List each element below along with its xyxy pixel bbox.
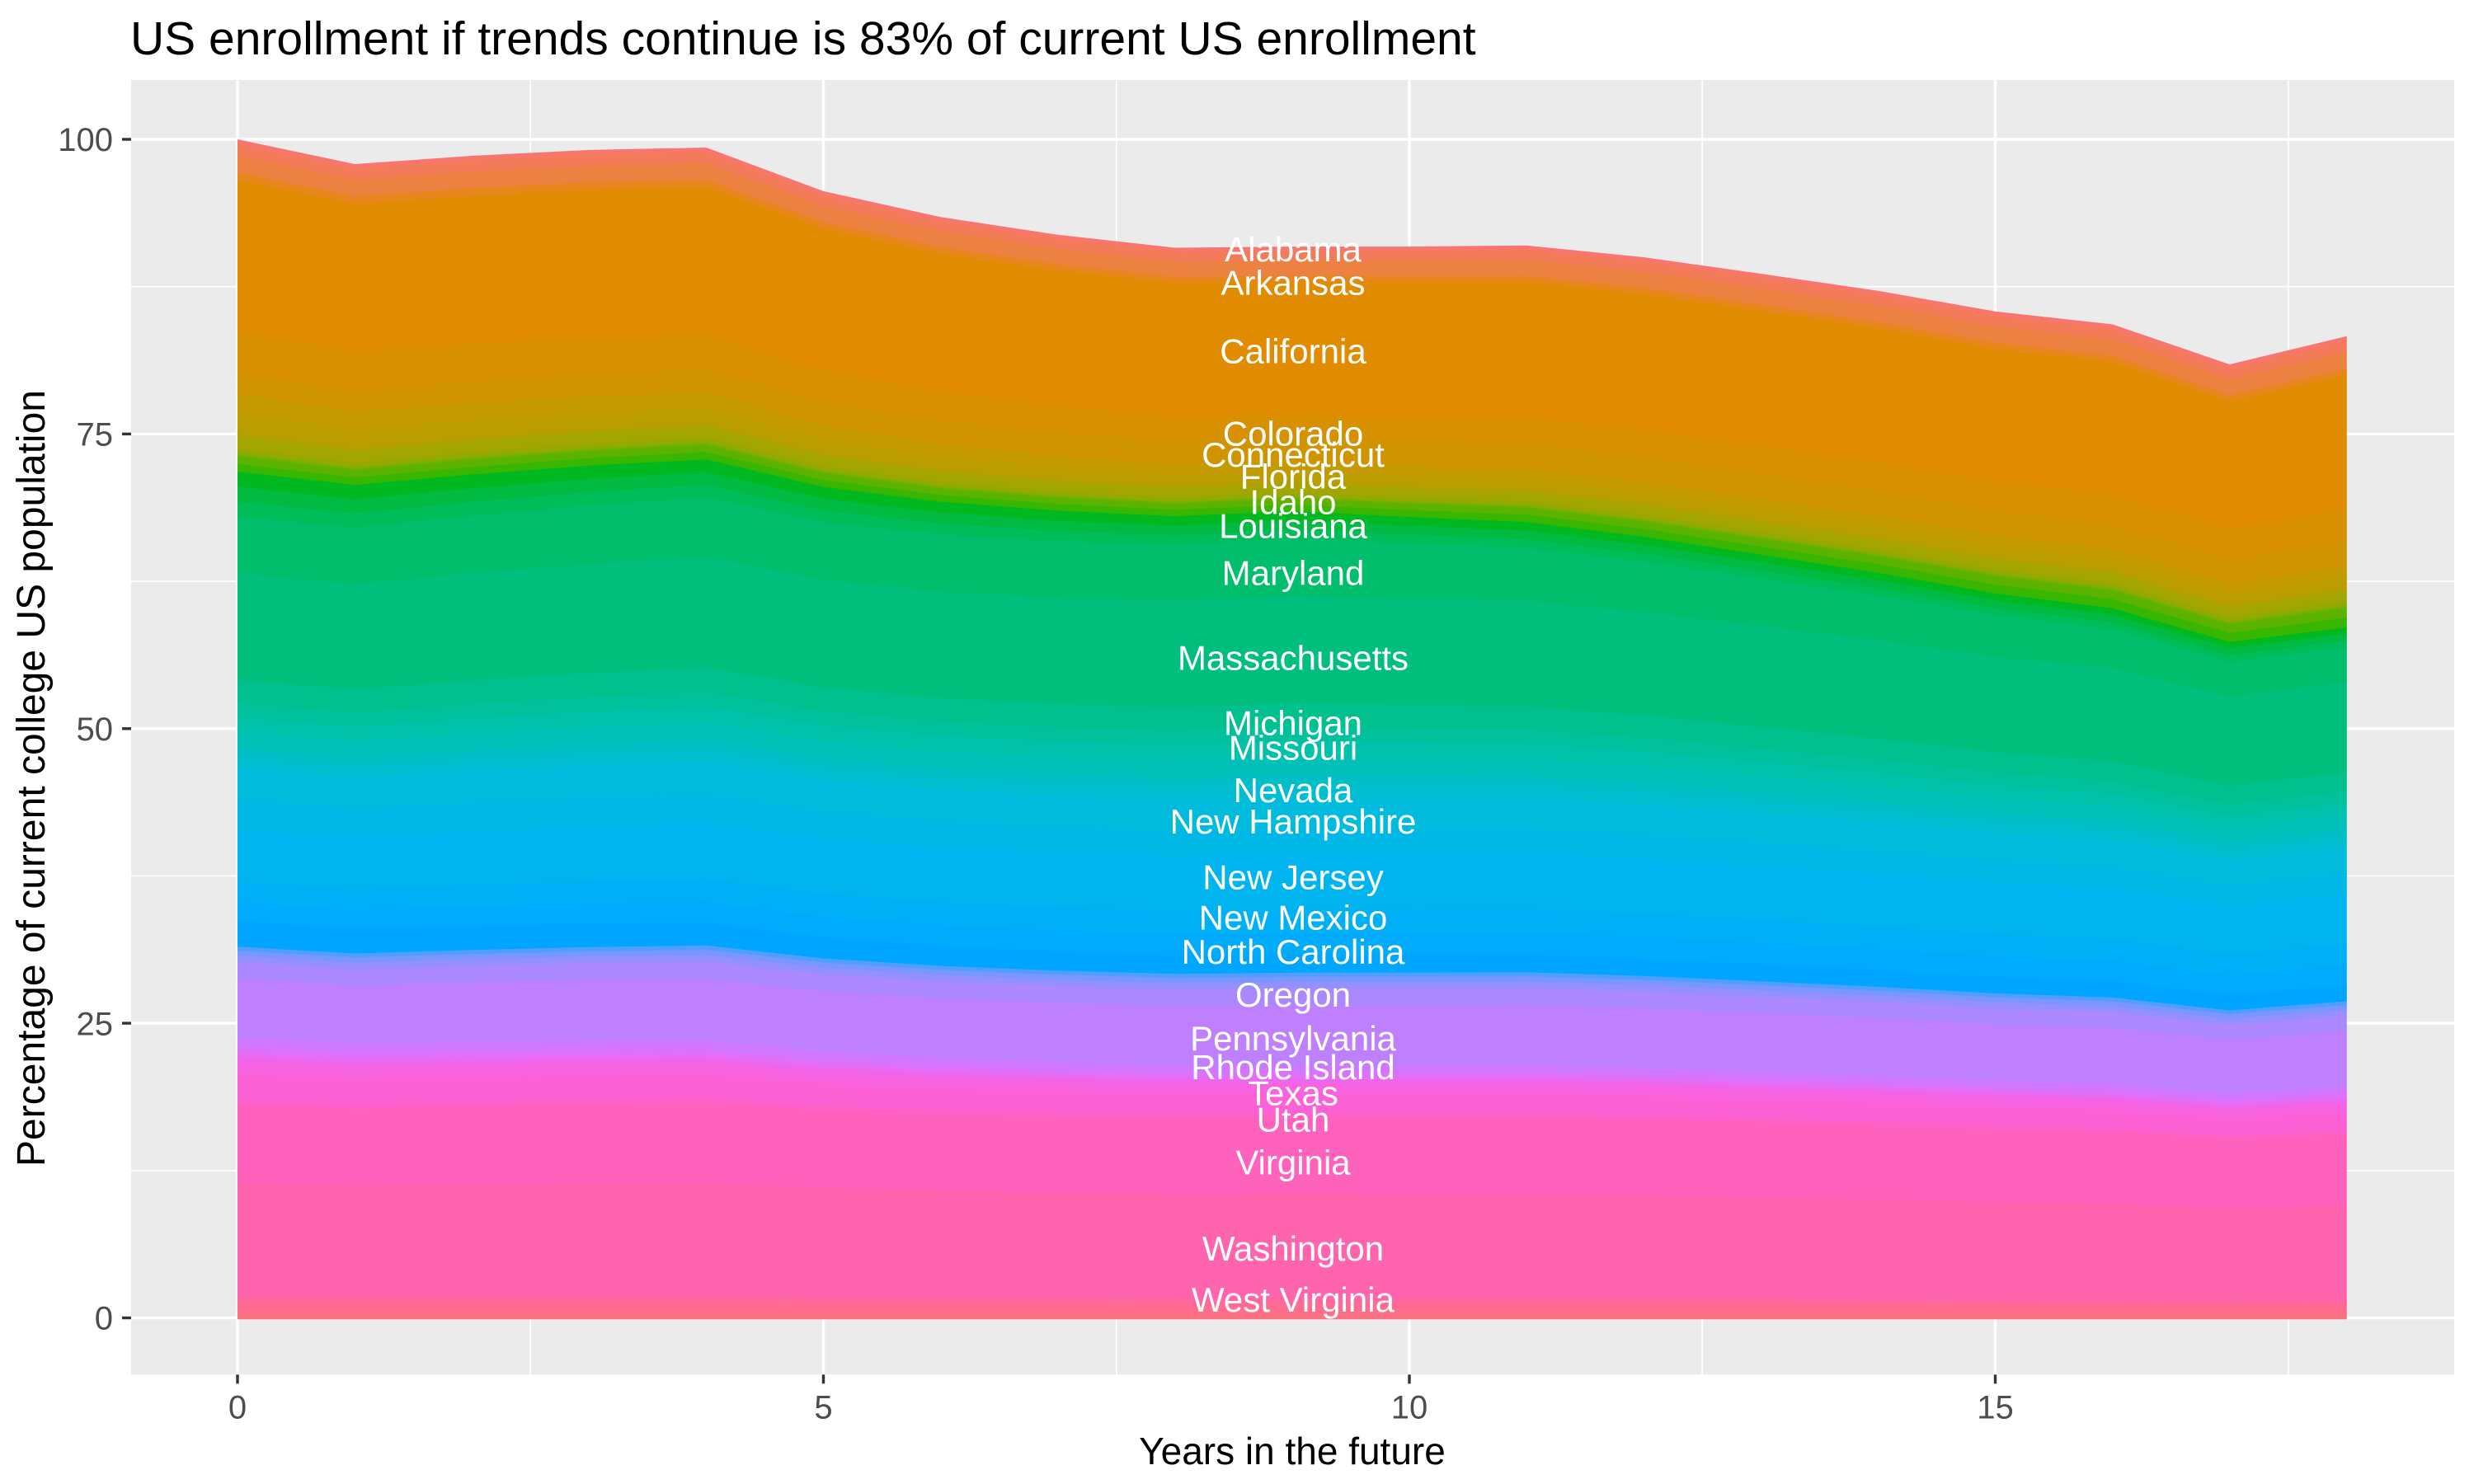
svg-text:25: 25 — [77, 1006, 114, 1042]
svg-text:West Virginia: West Virginia — [1192, 1280, 1395, 1319]
svg-text:North Carolina: North Carolina — [1182, 932, 1405, 971]
svg-text:50: 50 — [77, 711, 114, 748]
svg-text:Texas: Texas — [1248, 1074, 1338, 1113]
svg-text:0: 0 — [95, 1301, 113, 1337]
svg-text:Washington: Washington — [1202, 1229, 1384, 1268]
svg-text:Michigan: Michigan — [1224, 703, 1362, 742]
svg-text:New Jersey: New Jersey — [1202, 858, 1383, 897]
svg-text:Arkansas: Arkansas — [1221, 263, 1365, 302]
svg-text:Oregon: Oregon — [1235, 975, 1351, 1014]
svg-text:Virginia: Virginia — [1235, 1144, 1351, 1182]
svg-text:Florida: Florida — [1240, 457, 1347, 495]
svg-text:15: 15 — [1977, 1390, 2014, 1426]
svg-text:Idaho: Idaho — [1249, 483, 1336, 522]
svg-text:Missouri: Missouri — [1229, 729, 1357, 768]
svg-text:Pennsylvania: Pennsylvania — [1190, 1019, 1396, 1058]
svg-text:US enrollment if trends contin: US enrollment if trends continue is 83% … — [130, 12, 1476, 65]
svg-text:10: 10 — [1391, 1390, 1428, 1426]
svg-text:New Hampshire: New Hampshire — [1170, 802, 1417, 841]
svg-text:100: 100 — [58, 122, 113, 158]
svg-text:California: California — [1220, 332, 1366, 371]
svg-text:New Mexico: New Mexico — [1199, 899, 1388, 937]
svg-text:Massachusetts: Massachusetts — [1178, 638, 1409, 677]
svg-text:5: 5 — [814, 1390, 832, 1426]
svg-text:Connecticut: Connecticut — [1202, 435, 1385, 474]
svg-text:Rhode Island: Rhode Island — [1191, 1048, 1395, 1087]
svg-text:Maryland: Maryland — [1222, 553, 1365, 592]
svg-text:Alabama: Alabama — [1225, 230, 1362, 269]
svg-text:0: 0 — [228, 1390, 247, 1426]
svg-text:Colorado: Colorado — [1223, 414, 1363, 453]
svg-text:Percentage of current college: Percentage of current college US populat… — [10, 390, 54, 1167]
svg-text:Utah: Utah — [1257, 1100, 1330, 1139]
svg-text:75: 75 — [77, 417, 114, 453]
svg-text:Nevada: Nevada — [1234, 771, 1353, 810]
svg-text:Louisiana: Louisiana — [1219, 507, 1367, 546]
svg-text:Years in the future: Years in the future — [1139, 1430, 1446, 1472]
